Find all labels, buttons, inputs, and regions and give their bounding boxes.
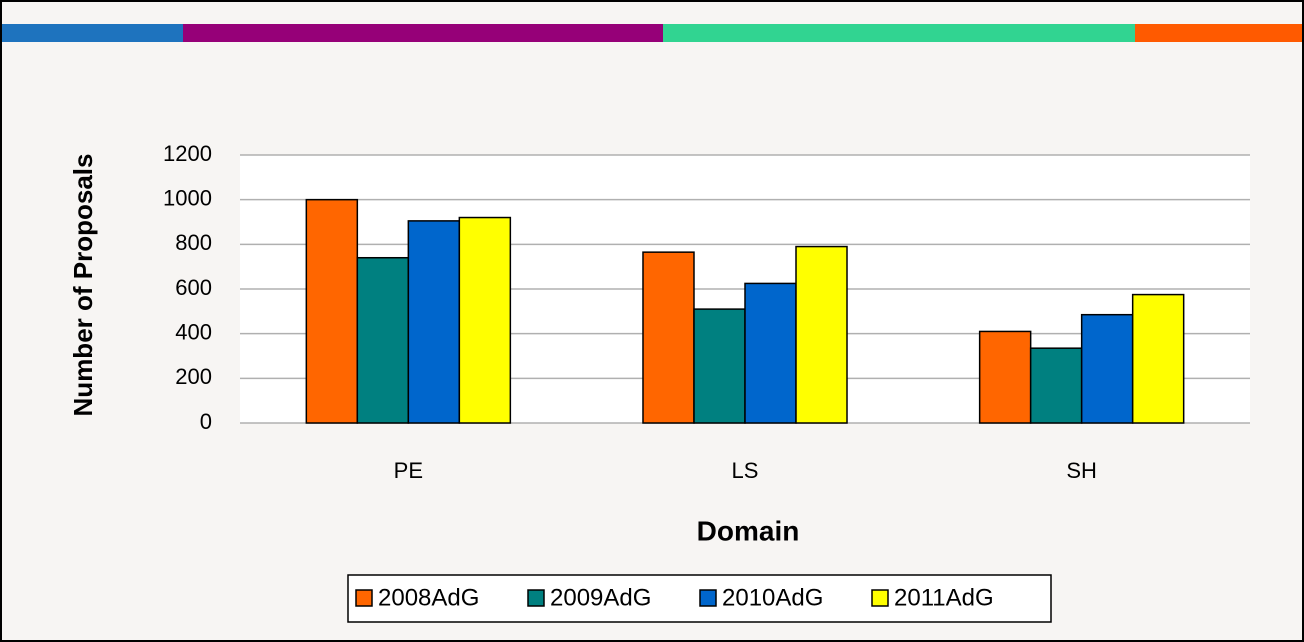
deco-bar	[183, 24, 663, 42]
x-axis-label: Domain	[697, 515, 800, 546]
bar	[305, 198, 359, 424]
x-tick-label: SH	[1066, 458, 1097, 483]
y-tick-label: 400	[175, 319, 212, 344]
bar	[693, 308, 746, 424]
legend-label: 2009AdG	[550, 584, 651, 611]
deco-bar	[663, 24, 1135, 42]
bar	[1029, 347, 1083, 424]
x-tick-label: PE	[394, 458, 423, 483]
bar	[795, 245, 848, 424]
y-tick-label: 1000	[163, 185, 212, 210]
bar	[407, 220, 461, 424]
deco-bar	[1135, 24, 1302, 42]
bar	[356, 256, 410, 424]
bar	[1080, 313, 1134, 424]
bar	[744, 282, 797, 424]
y-tick-label: 1200	[163, 141, 212, 166]
y-axis-label: Number of Proposals	[68, 154, 98, 417]
legend-label: 2008AdG	[378, 584, 479, 611]
legend-swatch	[699, 589, 717, 607]
legend-swatch	[355, 589, 373, 607]
legend-swatch	[527, 589, 545, 607]
y-tick-label: 0	[200, 409, 212, 434]
deco-bar	[2, 24, 183, 42]
legend-label: 2010AdG	[722, 584, 823, 611]
y-tick-label: 800	[175, 230, 212, 255]
y-tick-label: 200	[175, 364, 212, 389]
bar	[642, 251, 695, 424]
bar	[1131, 293, 1185, 424]
bar	[458, 216, 512, 424]
y-tick-label: 600	[175, 275, 212, 300]
legend-swatch	[871, 589, 889, 607]
x-tick-label: LS	[732, 458, 759, 483]
legend-label: 2011AdG	[894, 584, 994, 611]
bar	[978, 330, 1032, 424]
